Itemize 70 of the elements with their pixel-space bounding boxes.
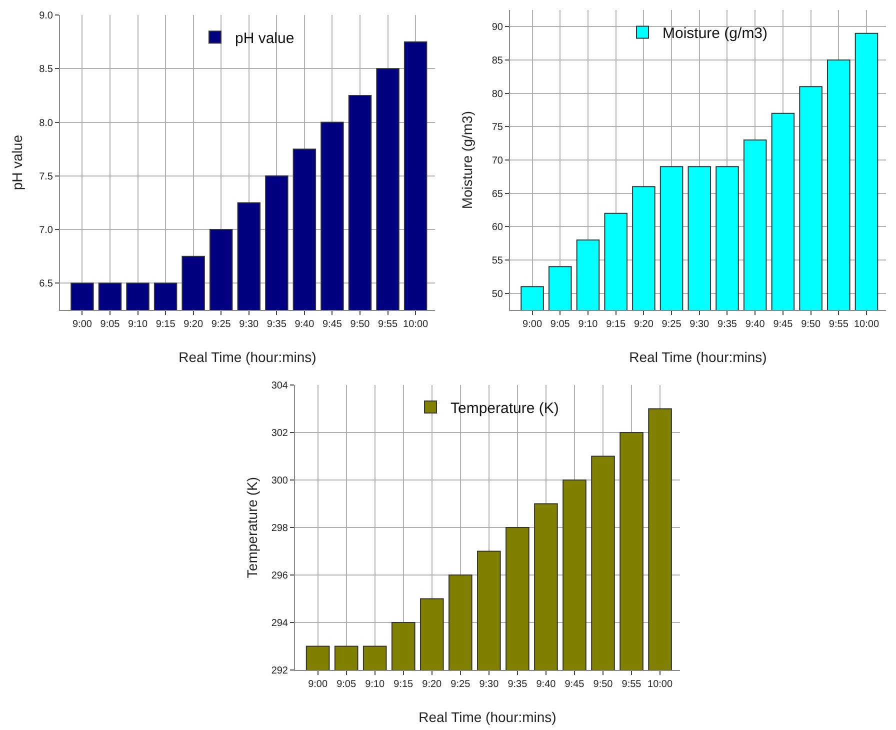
y-tick-label: 294 <box>271 618 288 629</box>
x-tick-label: 9:10 <box>578 319 598 330</box>
y-tick-label: 60 <box>492 222 504 234</box>
y-tick-label: 300 <box>271 476 288 486</box>
y-tick-label: 70 <box>492 156 504 166</box>
x-tick-label: 9:45 <box>564 679 585 690</box>
x-tick-label: 9:50 <box>350 319 370 330</box>
x-tick-label: 9:00 <box>72 319 92 330</box>
x-tick-label: 9:20 <box>422 679 442 690</box>
y-tick-label: 85 <box>492 56 504 66</box>
x-tick-label: 10:00 <box>854 319 880 330</box>
x-tick-label: 9:40 <box>536 679 556 690</box>
y-tick-label: 6.5 <box>39 278 54 290</box>
x-tick-label: 9:05 <box>550 319 570 330</box>
x-tick-label: 9:10 <box>365 679 386 690</box>
x-tick-label: 9:15 <box>394 679 414 690</box>
y-tick-label: 8.0 <box>39 118 54 129</box>
x-tick-label: 9:35 <box>508 679 528 690</box>
x-tick-label: 9:05 <box>336 679 356 690</box>
y-tick-label: 292 <box>271 666 288 676</box>
y-axis-title: Moisture (g/m3) <box>459 110 475 210</box>
y-tick-label: 7.0 <box>39 225 54 236</box>
y-tick-label: 80 <box>492 88 504 100</box>
x-tick-label: 9:40 <box>745 319 766 330</box>
x-tick-label: 9:00 <box>308 679 328 690</box>
x-tick-label: 9:10 <box>128 319 148 330</box>
legend-label: Temperature (K) <box>450 400 559 417</box>
x-tick-label: 9:25 <box>662 319 682 330</box>
x-axis-title: Real Time (hour:mins) <box>178 349 316 365</box>
y-tick-label: 55 <box>492 256 504 266</box>
x-tick-label: 9:50 <box>593 679 614 690</box>
x-tick-label: 10:00 <box>648 679 673 690</box>
x-tick-label: 9:35 <box>266 319 287 330</box>
legend-label: Moisture (g/m3) <box>662 25 768 42</box>
y-tick-label: 298 <box>271 523 288 534</box>
y-tick-label: 65 <box>492 188 504 200</box>
y-tick-label: 7.5 <box>39 171 54 182</box>
x-tick-label: 9:05 <box>100 319 120 330</box>
x-tick-label: 9:25 <box>450 679 471 690</box>
legend-label: pH value <box>235 30 294 47</box>
x-tick-label: 9:00 <box>522 319 542 330</box>
x-tick-label: 9:55 <box>828 319 849 330</box>
y-axis-title: pH value <box>9 134 25 190</box>
x-axis-title: Real Time (hour:mins) <box>629 349 767 365</box>
x-tick-label: 9:25 <box>211 319 232 330</box>
x-tick-label: 9:35 <box>718 319 738 330</box>
y-tick-label: 296 <box>271 570 288 582</box>
x-tick-label: 9:15 <box>606 319 626 330</box>
x-tick-label: 9:40 <box>294 319 315 330</box>
y-axis-title: Temperature (K) <box>244 476 260 578</box>
y-tick-label: 304 <box>271 380 288 392</box>
x-tick-label: 9:30 <box>479 679 500 690</box>
y-tick-label: 50 <box>492 288 504 300</box>
x-tick-label: 9:45 <box>322 319 342 330</box>
y-tick-label: 75 <box>492 122 504 134</box>
x-tick-label: 9:30 <box>690 319 710 330</box>
x-axis-title: Real Time (hour:mins) <box>418 709 556 725</box>
x-tick-label: 9:20 <box>184 319 204 330</box>
x-tick-label: 9:20 <box>634 319 654 330</box>
x-tick-label: 9:55 <box>622 679 642 690</box>
x-tick-label: 10:00 <box>403 319 429 330</box>
y-tick-label: 9.0 <box>39 10 54 22</box>
x-tick-label: 9:15 <box>156 319 176 330</box>
y-tick-label: 90 <box>492 22 504 34</box>
y-tick-label: 302 <box>271 428 288 439</box>
x-tick-label: 9:30 <box>239 319 260 330</box>
y-tick-label: 8.5 <box>39 64 54 76</box>
x-tick-label: 9:55 <box>378 319 398 330</box>
x-tick-label: 9:50 <box>801 319 821 330</box>
x-tick-label: 9:45 <box>773 319 794 330</box>
